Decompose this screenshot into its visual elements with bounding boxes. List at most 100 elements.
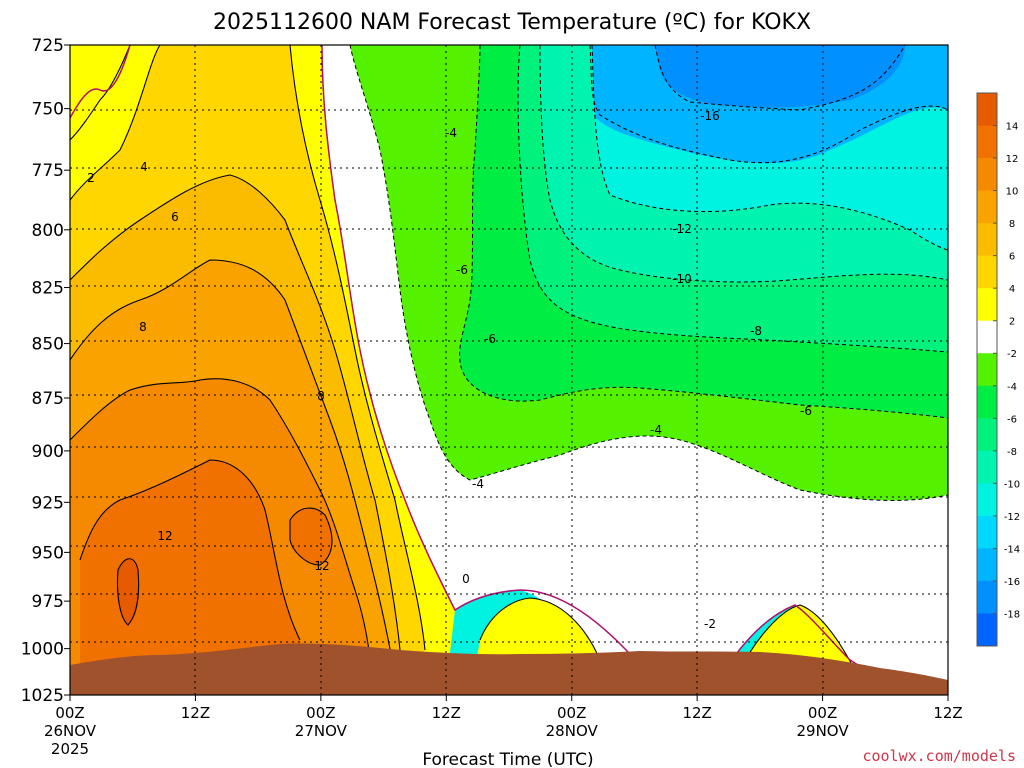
x-tick-time: 12Z [432, 704, 461, 722]
grid [70, 45, 948, 695]
x-tick-date: 26NOV [44, 722, 97, 740]
contour-minus2 [349, 45, 948, 501]
colorbar-swatch [977, 158, 997, 192]
contour-0-c [70, 45, 131, 119]
y-tick-label: 800 [32, 221, 64, 241]
y-tick-label: 900 [32, 442, 64, 462]
contour-6 [70, 174, 401, 651]
y-tick-label: 925 [32, 493, 64, 513]
x-tick-time: 00Z [808, 704, 837, 722]
colorbar-swatch [977, 288, 997, 322]
band-minus6-to-minus8 [459, 45, 948, 418]
contour-12 [79, 459, 301, 641]
colorbar-label: -6 [1007, 414, 1017, 425]
contour-12-b [289, 507, 333, 566]
colorbar-label: 4 [1009, 284, 1015, 295]
contour-4 [70, 45, 426, 651]
contour-label: 6 [171, 210, 179, 224]
colorbar-swatch [977, 353, 997, 387]
contour-2-c [739, 604, 861, 681]
x-axis-label: Forecast Time (UTC) [422, 750, 593, 768]
colorbar-swatch [977, 418, 997, 452]
band-minus8-to-minus10 [518, 45, 948, 352]
x-tick-time: 00Z [306, 704, 335, 722]
contour-0 [321, 45, 676, 695]
colorbar-label: 8 [1009, 219, 1015, 230]
colorbar-swatch [977, 190, 997, 224]
colorbar-swatch [977, 450, 997, 484]
colorbar-swatch [977, 385, 997, 419]
contour-label: 8 [139, 320, 147, 334]
credit-text: coolwx.com/models [862, 747, 1016, 765]
x-tick-time: 12Z [933, 704, 962, 722]
y-tick-label: 950 [32, 543, 64, 563]
colorbar-label: -2 [1007, 349, 1017, 360]
contour-label: 8 [317, 389, 325, 403]
y-axis: 725 750 775 800 825 850 875 900 925 950 975 1000 102… [21, 36, 70, 706]
colorbar-label: -18 [1004, 609, 1020, 620]
x-tick-time: 00Z [55, 704, 84, 722]
colorbar-label: -4 [1007, 382, 1017, 393]
y-tick-label: 1025 [21, 686, 64, 706]
plot-field [70, 45, 948, 695]
colorbar-swatch [977, 580, 997, 614]
contour-minus8 [539, 45, 948, 283]
y-tick-label: 875 [32, 389, 64, 409]
colorbar-swatch [977, 255, 997, 289]
band-minus2-to-2 [322, 45, 948, 695]
contour-label: -4 [650, 423, 662, 437]
plot-frame [69, 44, 949, 696]
contour-minus10 [591, 45, 948, 251]
colorbar-label: -10 [1004, 479, 1020, 490]
contour-label: 12 [157, 529, 172, 543]
contour-minus6 [517, 45, 948, 353]
colorbar-swatch [977, 320, 997, 354]
y-tick-label: 775 [32, 161, 64, 181]
chart-title: 2025112600 NAM Forecast Temperature (ºC)… [213, 10, 811, 35]
contour-label: -2 [704, 617, 716, 631]
x-tick-date: 27NOV [295, 722, 348, 740]
x-tick-time: 12Z [682, 704, 711, 722]
y-tick-label: 850 [32, 335, 64, 355]
colorbar-label: -14 [1004, 544, 1020, 555]
colorbar-swatch [977, 483, 997, 517]
colorbar-label: 12 [1006, 154, 1019, 165]
y-tick-label: 975 [32, 592, 64, 612]
colorbar-label: 6 [1009, 252, 1015, 263]
contour-label: 12 [314, 559, 329, 573]
band-minus10-to-minus12 [540, 45, 948, 282]
colorbar-swatch [977, 548, 997, 582]
band-minus16-to-minus18 [655, 45, 905, 108]
x-tick-time: 12Z [181, 704, 210, 722]
contour-label: -12 [672, 222, 692, 236]
contour-10 [70, 378, 373, 681]
colorbar-label: -12 [1004, 512, 1020, 523]
contour-14 [116, 558, 140, 626]
warm-contours [70, 45, 861, 681]
colorbar: 14 12 10 8 6 4 2 -2 -4 -6 -8 -10 -12 -14 -16 -18 [976, 92, 1020, 647]
colorbar-swatch [977, 223, 997, 257]
colorbar-swatch [977, 515, 997, 549]
y-tick-label: 825 [32, 279, 64, 299]
contour-8 [70, 259, 393, 661]
colorbar-label: 14 [1006, 122, 1019, 133]
y-tick-label: 725 [32, 36, 64, 56]
colorbar-swatch [977, 93, 997, 127]
contour-labels: 2 4 6 8 8 12 12 -4 -6 -6 -4 -4 -16 -12 -10 -8 -6 0 -2 [87, 109, 812, 631]
band-above-14 [117, 558, 139, 625]
colorbar-label: 2 [1009, 317, 1015, 328]
band-12-to-14 [80, 460, 310, 695]
contour-label: -8 [750, 324, 762, 338]
contour-label: -10 [672, 272, 692, 286]
band-minus4-to-minus6 [350, 45, 948, 501]
x-tick-date: 29NOV [797, 722, 850, 740]
x-tick-date: 28NOV [546, 722, 599, 740]
y-tick-label: 750 [32, 100, 64, 120]
contour-label: 0 [462, 572, 470, 586]
colorbar-label: -16 [1004, 577, 1020, 588]
contour-2-b [479, 597, 601, 661]
contour-label: -16 [700, 109, 720, 123]
contour-label: -6 [484, 332, 496, 346]
